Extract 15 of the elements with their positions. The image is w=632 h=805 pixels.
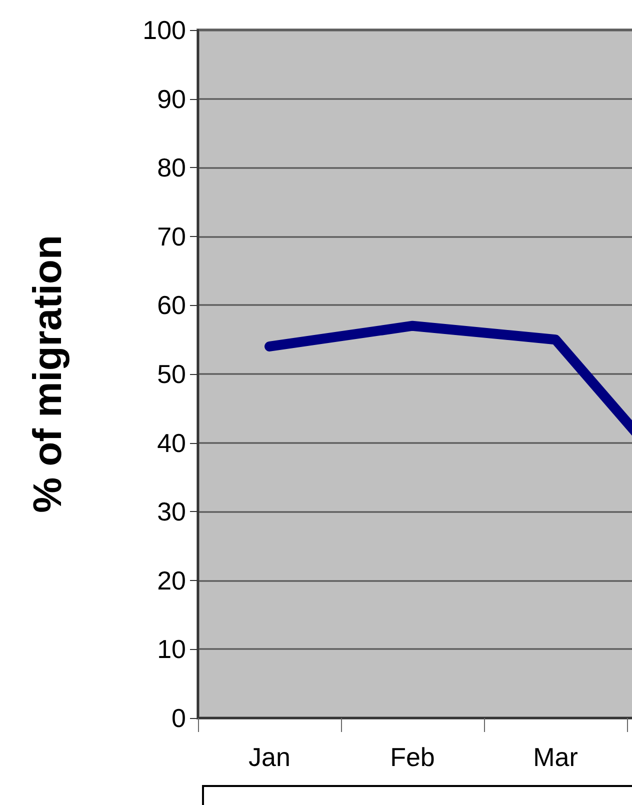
y-tick-label: 0 [172, 703, 186, 733]
y-tick-label: 10 [157, 634, 186, 664]
x-tick-label: Mar [533, 742, 578, 772]
y-axis-title: % of migration [26, 235, 70, 513]
y-tick-label: 40 [157, 428, 186, 458]
y-tick-label: 80 [157, 152, 186, 183]
y-tick-label: 100 [142, 15, 186, 45]
y-tick-label: 20 [157, 565, 186, 596]
y-tick-label: 90 [157, 84, 186, 114]
y-tick-label: 60 [157, 290, 186, 320]
y-tick-label: 50 [157, 359, 186, 389]
x-tick-label: Feb [390, 742, 435, 772]
y-tick-label: 70 [157, 221, 186, 252]
y-tick-label: 30 [157, 496, 186, 527]
x-tick-label: Jan [248, 742, 290, 772]
